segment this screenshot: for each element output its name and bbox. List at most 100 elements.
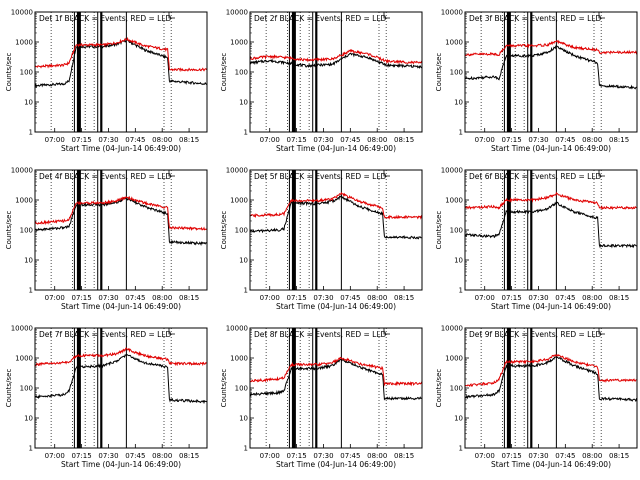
x-tick-label: 08:15 <box>609 452 629 460</box>
x-tick-label: 07:30 <box>528 136 548 144</box>
panel-6: Det 6f BLACK = Events, RED = LLD 1 10 100 10… <box>435 167 638 311</box>
y-tick-label: 100 <box>235 227 248 235</box>
y-axis-label: Counts/sec <box>220 369 228 408</box>
x-tick-label: 07:30 <box>98 136 118 144</box>
x-tick-label: 08:00 <box>367 136 387 144</box>
panel-title: Det 3f BLACK = Events, RED = LLD <box>469 14 602 23</box>
lld-series-line <box>34 195 208 232</box>
y-tick-label: 100 <box>20 69 33 77</box>
panel-8: Det 8f BLACK = Events, RED = LLD 1 10 100 10… <box>220 325 423 469</box>
plot-frame <box>34 327 208 449</box>
panel-3: Det 3f BLACK = Events, RED = LLD 1 10 100 10… <box>435 9 638 153</box>
y-tick-label: 10 <box>239 415 248 423</box>
x-tick-label: 08:15 <box>179 294 199 302</box>
y-tick-label: 1 <box>244 445 248 453</box>
lld-series-line <box>249 191 423 220</box>
corner-mark <box>168 12 175 19</box>
x-tick-label: 07:00 <box>45 294 65 302</box>
panel-title: Det 7f BLACK = Events, RED = LLD <box>39 330 172 339</box>
events-series-line <box>34 196 208 247</box>
y-tick-label: 100 <box>450 227 463 235</box>
x-tick-label: 07:15 <box>501 452 521 460</box>
y-axis-label: Counts/sec <box>5 211 13 250</box>
x-tick-label: 08:00 <box>367 294 387 302</box>
x-axis-label: Start Time (04-Jun-14 06:49:00) <box>276 302 396 311</box>
x-tick-label: 07:30 <box>98 452 118 460</box>
x-tick-label: 08:15 <box>394 136 414 144</box>
panel-title: Det 2f BLACK = Events, RED = LLD <box>254 14 387 23</box>
x-tick-label: 08:15 <box>609 294 629 302</box>
corner-mark <box>383 328 390 335</box>
x-tick-label: 08:00 <box>152 452 172 460</box>
events-series-line <box>464 201 638 249</box>
y-tick-label: 1 <box>459 287 463 295</box>
plot-frame <box>249 11 423 133</box>
x-axis-label: Start Time (04-Jun-14 06:49:00) <box>61 144 181 153</box>
y-tick-label: 100 <box>450 385 463 393</box>
x-axis-label: Start Time (04-Jun-14 06:49:00) <box>491 302 611 311</box>
y-tick-label: 100 <box>20 227 33 235</box>
plot-frame <box>34 11 208 133</box>
y-tick-label: 10 <box>24 257 33 265</box>
x-tick-label: 07:30 <box>528 452 548 460</box>
x-tick-label: 07:00 <box>45 136 65 144</box>
y-tick-label: 1 <box>244 129 248 137</box>
y-tick-label: 10 <box>24 99 33 107</box>
y-tick-label: 1000 <box>230 355 248 363</box>
events-series-line <box>249 52 423 70</box>
y-tick-label: 1 <box>459 129 463 137</box>
x-tick-label: 07:45 <box>340 294 360 302</box>
panel-2: Det 2f BLACK = Events, RED = LLD 1 10 100 10… <box>220 9 423 153</box>
x-tick-label: 07:00 <box>260 452 280 460</box>
y-tick-label: 1 <box>244 287 248 295</box>
y-axis-label: Counts/sec <box>5 53 13 92</box>
y-tick-label: 10000 <box>441 9 463 17</box>
y-tick-label: 1000 <box>230 39 248 47</box>
y-axis-label: Counts/sec <box>5 369 13 408</box>
x-tick-label: 07:15 <box>501 136 521 144</box>
x-tick-label: 07:45 <box>125 294 145 302</box>
x-tick-label: 07:00 <box>475 136 495 144</box>
lld-series-line <box>464 191 638 211</box>
panel-title: Det 4f BLACK = Events, RED = LLD <box>39 172 172 181</box>
lld-series-line <box>464 39 638 57</box>
lld-series-line <box>249 356 423 387</box>
x-tick-label: 07:30 <box>98 294 118 302</box>
x-tick-label: 08:00 <box>152 136 172 144</box>
x-tick-label: 08:00 <box>582 452 602 460</box>
x-tick-label: 07:30 <box>313 136 333 144</box>
x-axis-label: Start Time (04-Jun-14 06:49:00) <box>61 460 181 469</box>
y-axis-label: Counts/sec <box>435 53 443 92</box>
plot-frame <box>464 11 638 133</box>
y-tick-label: 1000 <box>15 39 33 47</box>
x-tick-label: 07:00 <box>45 452 65 460</box>
x-tick-label: 07:15 <box>286 136 306 144</box>
y-tick-label: 100 <box>235 385 248 393</box>
x-tick-label: 07:15 <box>71 294 91 302</box>
y-tick-label: 10000 <box>441 167 463 175</box>
x-tick-label: 07:45 <box>555 294 575 302</box>
x-tick-label: 08:15 <box>609 136 629 144</box>
corner-mark <box>598 328 605 335</box>
corner-mark <box>598 12 605 19</box>
y-tick-label: 1000 <box>230 197 248 205</box>
y-tick-label: 10000 <box>11 9 33 17</box>
lld-series-line <box>34 36 208 73</box>
x-tick-label: 07:30 <box>528 294 548 302</box>
panel-4: Det 4f BLACK = Events, RED = LLD 1 10 100 10… <box>5 167 208 311</box>
y-tick-label: 10000 <box>226 9 248 17</box>
x-tick-label: 07:00 <box>475 452 495 460</box>
y-tick-label: 1000 <box>15 355 33 363</box>
y-tick-label: 10000 <box>11 167 33 175</box>
x-tick-label: 08:00 <box>367 452 387 460</box>
y-tick-label: 10 <box>454 99 463 107</box>
x-tick-label: 08:15 <box>394 452 414 460</box>
x-tick-label: 07:15 <box>501 294 521 302</box>
events-series-line <box>249 194 422 240</box>
y-tick-label: 1000 <box>15 197 33 205</box>
corner-mark <box>598 170 605 177</box>
x-tick-label: 07:15 <box>286 294 306 302</box>
x-tick-label: 08:15 <box>394 294 414 302</box>
x-tick-label: 07:15 <box>71 136 91 144</box>
